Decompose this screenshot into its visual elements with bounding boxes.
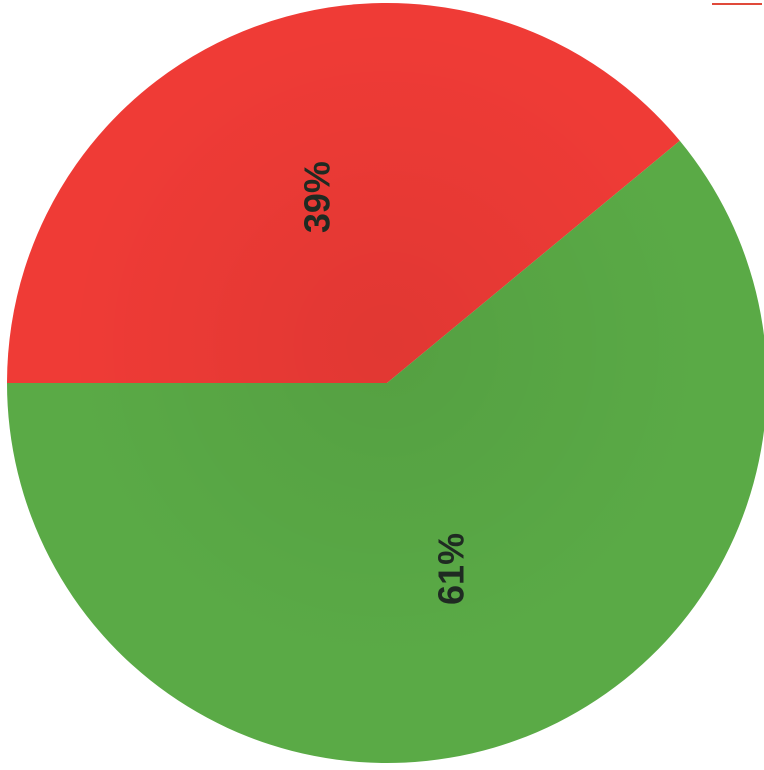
pie-shading [7, 3, 764, 763]
pie-labels: 39% 61% [297, 161, 472, 605]
corner-mark [706, 0, 764, 6]
pie-slice-label-2: 61% [430, 533, 471, 605]
pie-slice-label-1: 39% [297, 161, 338, 233]
